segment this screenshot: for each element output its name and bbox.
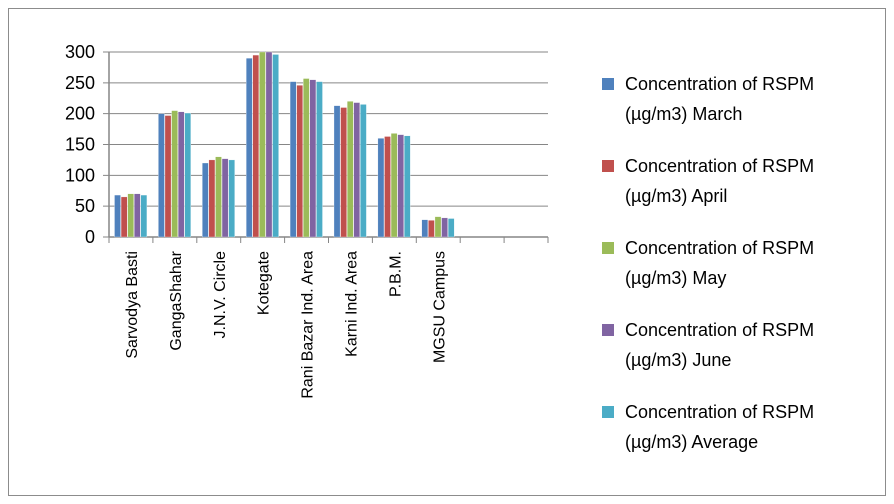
bar — [421, 219, 429, 238]
bar — [164, 115, 172, 238]
bar — [377, 138, 385, 238]
bar — [397, 134, 404, 238]
y-tick-label: 300 — [65, 42, 95, 62]
bar — [404, 135, 411, 238]
bar — [120, 196, 128, 238]
y-tick-label: 0 — [85, 227, 95, 247]
bar — [434, 216, 442, 238]
bar — [228, 159, 235, 238]
legend-label: (µg/m3) March — [625, 104, 742, 124]
y-tick-label: 200 — [65, 104, 95, 124]
legend-label: Concentration of RSPM — [625, 238, 814, 258]
legend-swatch — [602, 406, 614, 418]
legend-label: (µg/m3) May — [625, 268, 726, 288]
bar — [353, 102, 360, 238]
legend-label: (µg/m3) April — [625, 186, 727, 206]
legend-swatch — [602, 242, 614, 254]
bar — [177, 111, 185, 238]
legend-label: Concentration of RSPM — [625, 320, 814, 340]
bar — [184, 112, 191, 238]
legend-swatch — [602, 160, 614, 172]
bar — [272, 54, 279, 238]
bar — [215, 156, 222, 238]
bar — [289, 81, 297, 238]
legend-label: (µg/m3) June — [625, 350, 731, 370]
bar — [134, 193, 141, 238]
x-tick-label: P.B.M. — [387, 251, 404, 297]
y-tick-label: 250 — [65, 73, 95, 93]
x-tick-label: Sarvodya Basti — [124, 251, 141, 359]
bar — [208, 159, 216, 238]
bar — [202, 162, 209, 238]
bar — [252, 54, 260, 238]
bar — [428, 220, 435, 238]
legend-label: Concentration of RSPM — [625, 402, 814, 422]
bars — [114, 51, 455, 238]
x-tick-label: Rani Bazar Ind. Area — [300, 251, 317, 399]
bar — [384, 136, 391, 238]
y-tick-label: 100 — [65, 165, 95, 185]
bar — [296, 85, 303, 238]
legend-swatch — [602, 78, 614, 90]
bar — [441, 217, 448, 238]
bar — [265, 51, 273, 238]
bar — [340, 107, 347, 238]
bar — [259, 51, 266, 238]
x-tick-label: GangaShahar — [168, 250, 185, 350]
chart-area — [8, 8, 886, 496]
bar — [221, 158, 229, 238]
x-tick-label: Karni Ind. Area — [343, 251, 360, 357]
bar — [140, 194, 148, 238]
bar — [390, 133, 398, 238]
bar — [347, 101, 354, 238]
bar — [309, 79, 317, 238]
legend-label: (µg/m3) Average — [625, 432, 758, 452]
x-tick-label: J.N.V. Circle — [212, 251, 229, 339]
legend: Concentration of RSPM (µg/m3) March Concen… — [602, 74, 814, 452]
bar — [114, 194, 121, 238]
x-tick-label: MGSU Campus — [431, 251, 448, 363]
axis-labels: 0 50 100 150 200 250 300 Sarvodya Basti GangaSha… — [65, 42, 448, 399]
bar — [447, 218, 455, 238]
bar — [127, 193, 134, 238]
legend-swatch — [602, 324, 614, 336]
bar — [171, 110, 178, 238]
legend-label: Concentration of RSPM — [625, 74, 814, 94]
y-tick-label: 50 — [75, 196, 95, 216]
bar — [303, 78, 310, 238]
legend-label: Concentration of RSPM — [625, 156, 814, 176]
bar — [316, 81, 323, 238]
y-tick-label: 150 — [65, 135, 95, 155]
bar — [158, 113, 165, 238]
bar — [333, 105, 341, 238]
bar — [246, 58, 253, 238]
x-tick-label: Kotegate — [256, 251, 273, 315]
bar — [360, 104, 367, 238]
